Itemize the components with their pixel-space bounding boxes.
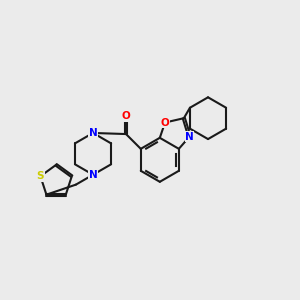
Text: S: S — [37, 171, 44, 181]
Text: O: O — [122, 112, 130, 122]
Text: N: N — [185, 132, 194, 142]
Text: N: N — [89, 128, 98, 138]
Text: N: N — [89, 170, 98, 180]
Text: O: O — [160, 118, 169, 128]
